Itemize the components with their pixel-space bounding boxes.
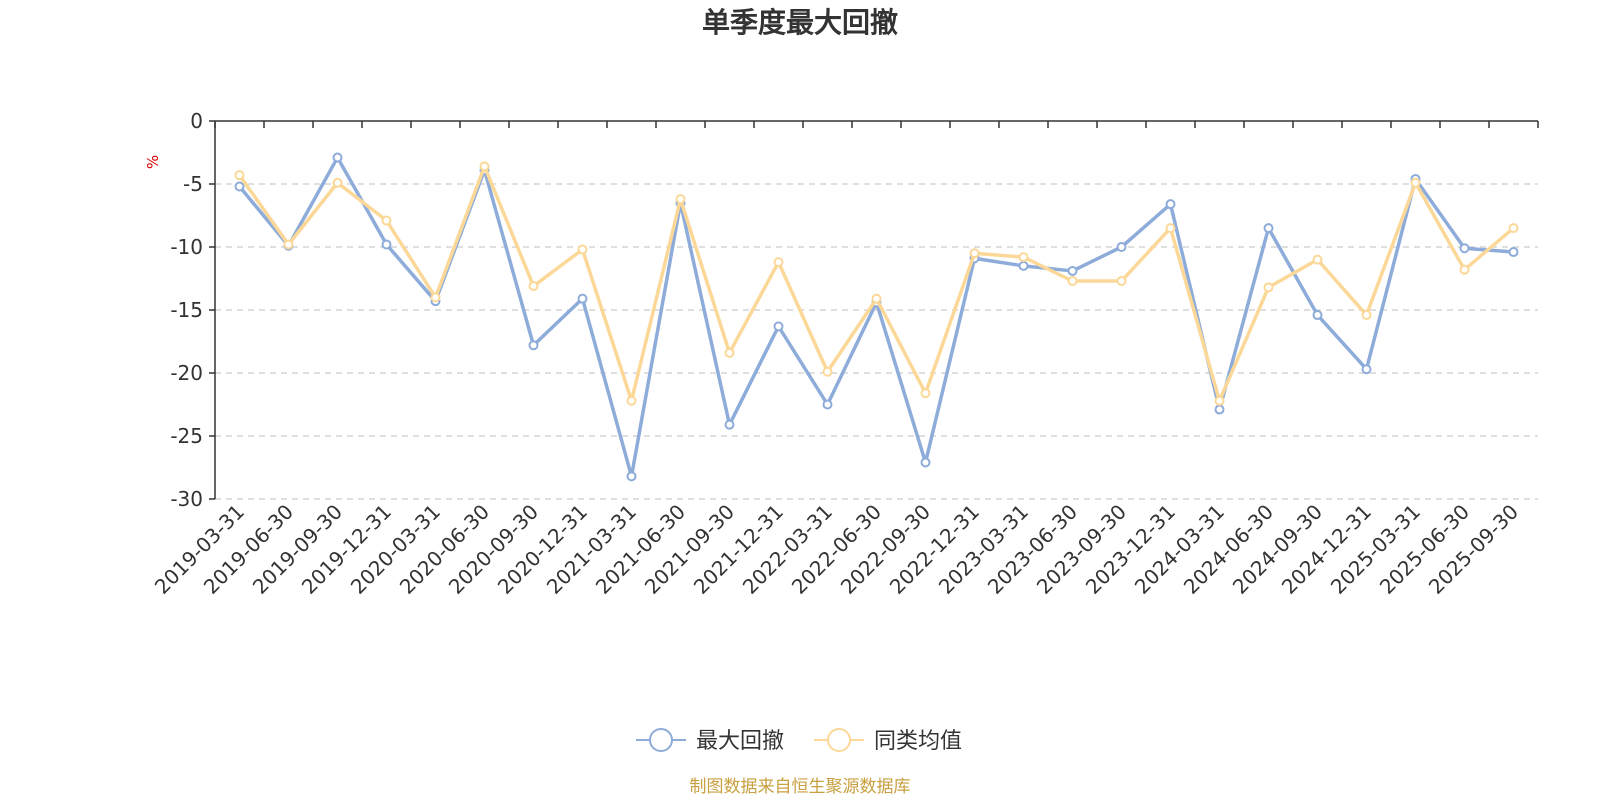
data-point[interactable] xyxy=(822,399,833,410)
data-point[interactable] xyxy=(577,293,588,304)
grid-lines xyxy=(215,183,1538,500)
data-point[interactable] xyxy=(381,239,392,250)
legend-marker xyxy=(649,728,673,752)
axes: 0-5-10-15-20-25-302019-03-312019-06-3020… xyxy=(150,109,1539,599)
data-point[interactable] xyxy=(430,292,441,303)
data-point[interactable] xyxy=(1263,282,1274,293)
data-point[interactable] xyxy=(528,340,539,351)
data-point[interactable] xyxy=(479,161,490,172)
data-point[interactable] xyxy=(822,366,833,377)
data-point[interactable] xyxy=(1361,310,1372,321)
data-point[interactable] xyxy=(1263,223,1274,234)
source-note: 制图数据来自恒生聚源数据库 xyxy=(690,777,911,797)
data-point[interactable] xyxy=(1312,310,1323,321)
data-point[interactable] xyxy=(1018,252,1029,263)
series-lines xyxy=(234,152,1519,482)
data-point[interactable] xyxy=(1459,243,1470,254)
data-point[interactable] xyxy=(1116,276,1127,287)
data-point[interactable] xyxy=(1116,242,1127,252)
data-point[interactable] xyxy=(675,194,686,205)
data-point[interactable] xyxy=(1459,264,1470,275)
chart-title: 单季度最大回撤 xyxy=(702,6,898,39)
data-point[interactable] xyxy=(1018,260,1029,271)
data-point[interactable] xyxy=(1067,265,1078,276)
y-tick-label: -5 xyxy=(183,172,203,196)
series-line xyxy=(238,155,1514,479)
legend-item[interactable]: 最大回撤 xyxy=(636,728,784,754)
data-point[interactable] xyxy=(1410,177,1421,188)
data-point[interactable] xyxy=(969,248,980,259)
legend[interactable]: 最大回撤 同类均值 xyxy=(636,728,962,754)
data-point[interactable] xyxy=(1508,223,1519,234)
y-tick-label: -10 xyxy=(170,235,203,259)
data-point[interactable] xyxy=(332,152,343,163)
y-tick-label: -30 xyxy=(170,487,203,511)
data-point[interactable] xyxy=(871,293,882,304)
y-tick-label: -15 xyxy=(170,298,203,322)
data-point[interactable] xyxy=(626,471,637,482)
legend-item[interactable]: 同类均值 xyxy=(814,728,962,754)
data-point[interactable] xyxy=(1214,395,1225,406)
data-point[interactable] xyxy=(1165,199,1176,210)
data-point[interactable] xyxy=(773,257,784,268)
data-point[interactable] xyxy=(528,281,539,292)
data-point[interactable] xyxy=(1067,276,1078,287)
legend-label: 最大回撤 xyxy=(696,729,784,754)
data-point[interactable] xyxy=(1165,223,1176,234)
y-tick-label: -20 xyxy=(170,361,203,385)
data-point[interactable] xyxy=(1312,254,1323,265)
y-tick-label: -25 xyxy=(170,424,203,448)
data-point[interactable] xyxy=(626,395,637,406)
data-point[interactable] xyxy=(283,239,294,250)
data-point[interactable] xyxy=(1361,364,1372,375)
y-axis-unit-label: % xyxy=(144,155,162,169)
data-point[interactable] xyxy=(773,321,784,332)
data-point[interactable] xyxy=(234,170,245,181)
data-point[interactable] xyxy=(724,347,735,358)
y-tick-label: 0 xyxy=(190,109,203,133)
data-point[interactable] xyxy=(381,215,392,226)
legend-label: 同类均值 xyxy=(874,729,962,754)
data-point[interactable] xyxy=(1214,404,1225,415)
data-point[interactable] xyxy=(920,457,931,468)
data-point[interactable] xyxy=(234,181,245,192)
series-line xyxy=(238,164,1515,403)
data-point[interactable] xyxy=(332,177,343,188)
legend-marker xyxy=(827,728,851,752)
data-point[interactable] xyxy=(577,244,588,255)
data-point[interactable] xyxy=(920,388,931,399)
data-point[interactable] xyxy=(724,419,735,430)
data-point[interactable] xyxy=(1508,247,1519,258)
